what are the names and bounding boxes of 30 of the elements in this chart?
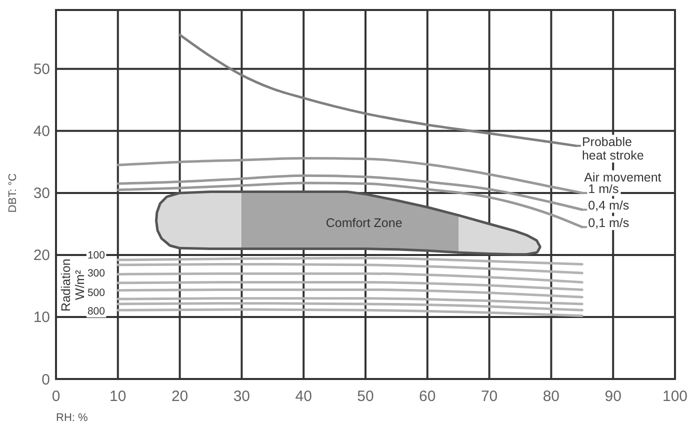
annotation: 100 bbox=[87, 250, 106, 262]
y-tick-label: 10 bbox=[33, 309, 50, 326]
y-axis-title: DBT: °C bbox=[7, 173, 19, 213]
x-tick-label: 90 bbox=[604, 388, 622, 405]
x-tick-label: 60 bbox=[419, 388, 436, 405]
y-tick-label: 40 bbox=[33, 123, 50, 140]
x-axis-title: RH: % bbox=[56, 412, 88, 424]
x-tick-label: 100 bbox=[662, 388, 688, 405]
x-tick-label: 40 bbox=[295, 388, 312, 405]
x-tick-label: 30 bbox=[233, 388, 250, 405]
y-tick-label: 30 bbox=[33, 185, 50, 202]
legend-label: 0,1 m/s bbox=[588, 216, 630, 230]
y-tick-label: 50 bbox=[33, 61, 50, 78]
legend-label: 0,4 m/s bbox=[588, 198, 630, 213]
annotation: Radiation W/m² bbox=[59, 258, 87, 312]
x-tick-label: 20 bbox=[171, 388, 188, 405]
x-tick-label: 0 bbox=[52, 388, 60, 405]
x-tick-label: 50 bbox=[357, 388, 374, 405]
annotation: 500 bbox=[87, 286, 106, 299]
annotation: 800 bbox=[87, 305, 106, 318]
x-tick-label: 10 bbox=[110, 388, 126, 405]
series-label: Comfort Zone bbox=[326, 216, 402, 230]
legend-title: Air movement bbox=[584, 170, 662, 184]
legend-label: 1 m/s bbox=[588, 182, 619, 196]
annotation: 300 bbox=[87, 268, 106, 280]
y-tick-label: 0 bbox=[42, 371, 50, 388]
x-tick-label: 70 bbox=[480, 388, 498, 405]
legend-label: Probable heat stroke bbox=[582, 134, 644, 163]
x-tick-label: 80 bbox=[542, 388, 560, 405]
y-tick-label: 20 bbox=[33, 247, 50, 264]
